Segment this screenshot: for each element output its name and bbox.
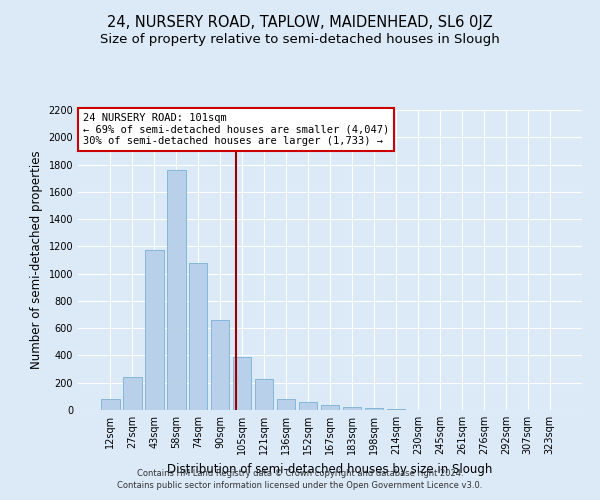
Bar <box>189 262 208 410</box>
Text: Size of property relative to semi-detached houses in Slough: Size of property relative to semi-detach… <box>100 32 500 46</box>
Y-axis label: Number of semi-detached properties: Number of semi-detached properties <box>30 150 43 370</box>
Bar <box>167 170 185 410</box>
Text: Contains HM Land Registry data © Crown copyright and database right 2024.: Contains HM Land Registry data © Crown c… <box>137 468 463 477</box>
Bar <box>211 320 229 410</box>
Text: 24, NURSERY ROAD, TAPLOW, MAIDENHEAD, SL6 0JZ: 24, NURSERY ROAD, TAPLOW, MAIDENHEAD, SL… <box>107 15 493 30</box>
Bar <box>320 405 340 410</box>
Bar <box>255 380 274 410</box>
Text: Contains public sector information licensed under the Open Government Licence v3: Contains public sector information licen… <box>118 481 482 490</box>
Bar <box>101 399 119 410</box>
Bar <box>299 402 317 410</box>
Bar <box>365 408 383 410</box>
Bar <box>233 357 251 410</box>
Bar <box>123 378 142 410</box>
Bar <box>343 408 361 410</box>
Text: 24 NURSERY ROAD: 101sqm
← 69% of semi-detached houses are smaller (4,047)
30% of: 24 NURSERY ROAD: 101sqm ← 69% of semi-de… <box>83 113 389 146</box>
Bar <box>145 250 164 410</box>
X-axis label: Distribution of semi-detached houses by size in Slough: Distribution of semi-detached houses by … <box>167 462 493 475</box>
Bar <box>277 399 295 410</box>
